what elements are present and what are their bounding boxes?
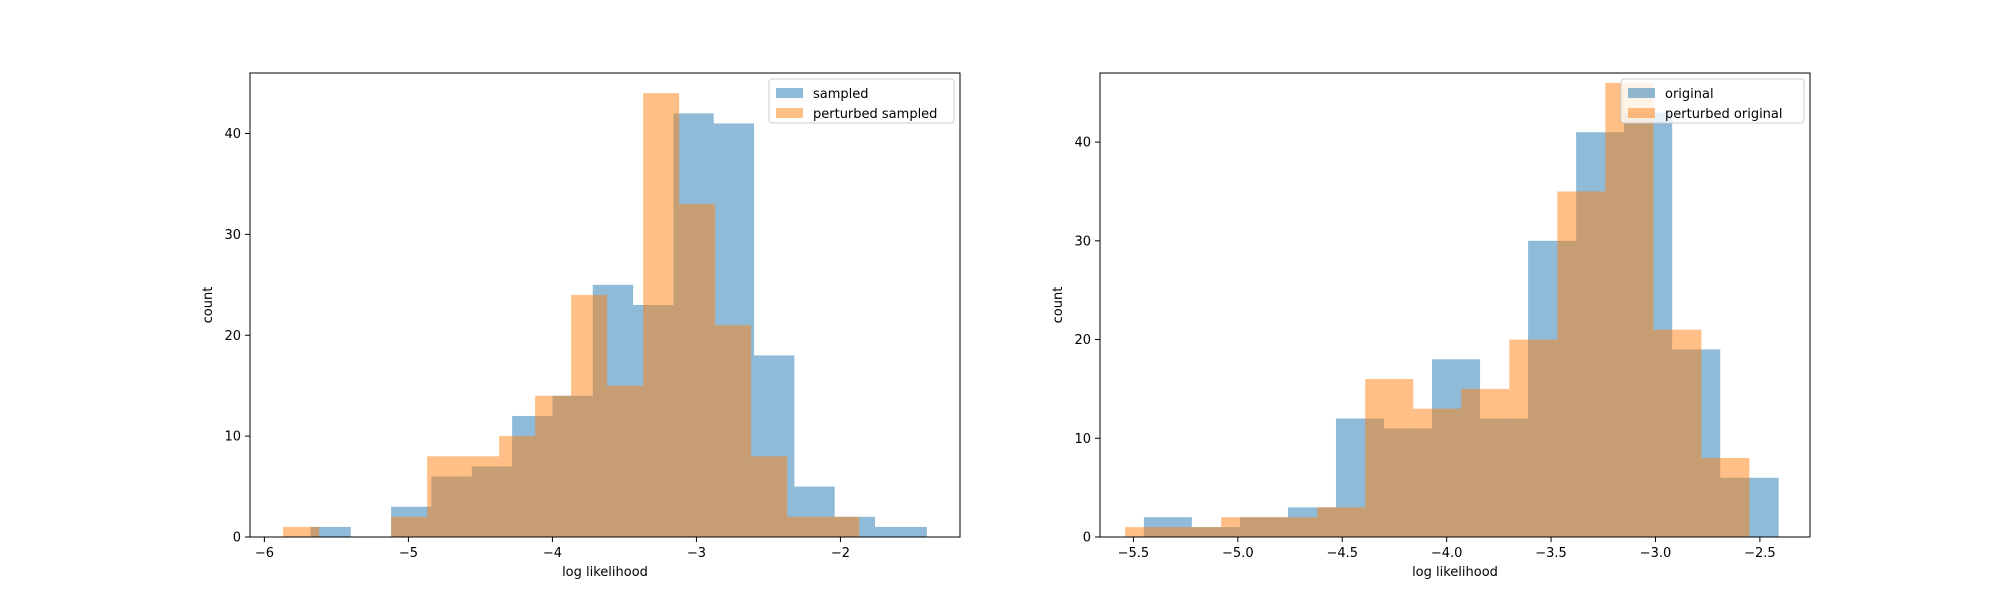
legend-swatch-perturbed-original — [1628, 108, 1655, 118]
y-tick-label: 40 — [1074, 136, 1091, 151]
legend-label-perturbed-sampled: perturbed sampled — [813, 107, 937, 122]
bar-perturbed-original-2 — [1221, 517, 1270, 537]
legend-box — [1620, 78, 1805, 124]
legend-label-sampled: sampled — [813, 87, 869, 102]
axes-frame — [249, 72, 961, 538]
chart-2: −5.5 −5.0 −4.5 −4.0 −3.5 −3.0 −2.5 0 10 20 30 40 log… — [1051, 72, 1811, 580]
bar-sampled-14 — [875, 526, 927, 537]
y-axis-label: count — [1051, 287, 1066, 324]
bar-perturbed-original-6 — [1413, 408, 1462, 537]
bar-perturbed-sampled-8 — [571, 294, 608, 537]
legend-label-perturbed-original: perturbed original — [1665, 107, 1783, 122]
y-tick-label: 20 — [1074, 333, 1091, 348]
chart-1: −6 −5 −4 −3 −2 0 10 20 30 40 log likelihood count sa… — [201, 72, 961, 580]
bar-perturbed-original-1 — [1173, 527, 1222, 537]
x-tick-label: −4 — [543, 546, 562, 561]
axes-frame — [1099, 72, 1811, 538]
x-tick-label: −3 — [687, 546, 706, 561]
x-tick-label: −5 — [399, 546, 418, 561]
bar-perturbed-sampled-0 — [283, 526, 320, 537]
x-tick-label: −4.0 — [1431, 546, 1463, 561]
y-tick-label: 0 — [233, 531, 241, 546]
bar-perturbed-original-0 — [1125, 527, 1174, 537]
bar-perturbed-sampled-10 — [643, 93, 680, 537]
bar-perturbed-original-5 — [1365, 379, 1414, 537]
legend-label-original: original — [1665, 87, 1714, 102]
y-tick-label: 40 — [224, 127, 241, 142]
legend-box — [768, 78, 955, 124]
bar-perturbed-original-9 — [1557, 191, 1606, 537]
bar-perturbed-sampled-7 — [535, 395, 572, 537]
x-tick-label: −2 — [831, 546, 850, 561]
bar-perturbed-sampled-6 — [499, 436, 536, 537]
bar-perturbed-sampled-12 — [715, 325, 752, 537]
bar-perturbed-original-3 — [1269, 517, 1318, 537]
legend-swatch-original — [1628, 88, 1655, 98]
y-tick-label: 20 — [224, 329, 241, 344]
bar-perturbed-sampled-5 — [463, 456, 500, 537]
bar-sampled-0 — [310, 526, 351, 537]
x-tick-label: −5.0 — [1222, 546, 1254, 561]
x-axis-label: log likelihood — [1412, 565, 1498, 580]
bar-perturbed-sampled-3 — [391, 516, 428, 537]
bar-perturbed-original-8 — [1509, 339, 1558, 537]
x-tick-label: −5.5 — [1118, 546, 1150, 561]
bar-perturbed-sampled-9 — [607, 385, 644, 537]
bar-perturbed-original-11 — [1653, 329, 1702, 537]
y-tick-label: 10 — [1074, 432, 1091, 447]
x-tick-label: −3.5 — [1535, 546, 1567, 561]
bar-perturbed-sampled-11 — [679, 204, 716, 537]
y-tick-label: 10 — [224, 430, 241, 445]
bar-perturbed-original-7 — [1461, 388, 1510, 537]
y-axis-label: count — [201, 287, 216, 324]
legend-swatch-sampled — [776, 88, 803, 98]
y-tick-label: 30 — [224, 228, 241, 243]
x-tick-label: −2.5 — [1744, 546, 1776, 561]
bar-perturbed-original-12 — [1701, 458, 1750, 537]
bar-perturbed-sampled-14 — [787, 516, 824, 537]
y-tick-label: 0 — [1083, 531, 1091, 546]
bar-perturbed-original-4 — [1317, 507, 1366, 537]
bar-perturbed-sampled-13 — [751, 456, 788, 537]
legend-swatch-perturbed-sampled — [776, 108, 803, 118]
x-tick-label: −6 — [255, 546, 274, 561]
bar-perturbed-sampled-15 — [823, 516, 860, 537]
x-tick-label: −4.5 — [1326, 546, 1358, 561]
bar-perturbed-original-10 — [1605, 82, 1654, 537]
x-tick-label: −3.0 — [1640, 546, 1672, 561]
x-axis-label: log likelihood — [562, 565, 648, 580]
bar-perturbed-sampled-4 — [427, 456, 464, 537]
y-tick-label: 30 — [1074, 234, 1091, 249]
